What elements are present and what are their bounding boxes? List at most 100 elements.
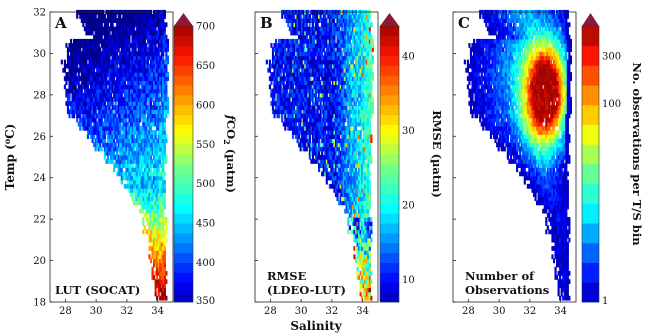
heatmap-cell — [339, 34, 342, 40]
heatmap-cell — [74, 59, 77, 65]
heatmap-cell — [157, 72, 160, 77]
heatmap-cell — [139, 154, 142, 160]
heatmap-cell — [350, 84, 353, 90]
heatmap-cell — [125, 163, 128, 168]
heatmap-cell — [293, 67, 296, 73]
heatmap-cell — [281, 109, 284, 115]
heatmap-cell — [354, 109, 358, 115]
heatmap-cell — [146, 142, 149, 148]
heatmap-cell — [311, 43, 315, 48]
heatmap-cell — [368, 88, 371, 94]
heatmap-cell — [358, 43, 361, 48]
heatmap-cell — [153, 208, 156, 214]
heatmap-cell — [128, 92, 131, 98]
heatmap-cell — [151, 121, 154, 127]
heatmap-cell — [322, 96, 325, 102]
heatmap-cell — [284, 105, 287, 110]
heatmap-cell — [316, 130, 319, 135]
heatmap-cell — [140, 38, 143, 44]
heatmap-cell — [137, 192, 140, 197]
heatmap-cell — [353, 200, 356, 206]
heatmap-cell — [361, 221, 364, 226]
heatmap-cell — [359, 200, 362, 206]
heatmap-cell — [291, 109, 295, 115]
heatmap-cell — [128, 146, 131, 152]
heatmap-cell — [358, 192, 361, 197]
heatmap-cell — [96, 43, 99, 48]
heatmap-cell — [354, 96, 358, 102]
heatmap-cell — [163, 250, 166, 255]
heatmap-cell — [160, 80, 163, 86]
heatmap-cell — [350, 171, 353, 177]
heatmap-cell — [367, 279, 370, 284]
heatmap-cell — [109, 138, 113, 144]
heatmap-cell — [117, 117, 120, 123]
heatmap-cell — [108, 109, 111, 115]
heatmap-cell — [148, 92, 151, 98]
heatmap-cell — [344, 47, 347, 52]
heatmap-cell — [79, 63, 82, 69]
heatmap-cell — [153, 154, 156, 160]
heatmap-cell — [119, 159, 122, 164]
heatmap-cell — [117, 88, 120, 94]
heatmap-cell — [142, 14, 145, 19]
heatmap-cell — [125, 134, 128, 139]
heatmap-cell — [134, 105, 137, 110]
heatmap-cell — [324, 55, 327, 61]
heatmap-cell — [109, 159, 113, 164]
heatmap-cell — [344, 105, 347, 110]
heatmap-cell — [288, 59, 291, 65]
heatmap-cell — [114, 154, 117, 160]
heatmap-cell — [66, 105, 70, 110]
heatmap-cell — [347, 92, 350, 98]
heatmap-cell — [146, 26, 149, 32]
heatmap-cell — [351, 134, 354, 139]
heatmap-cell — [80, 80, 83, 86]
heatmap-cell — [108, 142, 111, 148]
heatmap-cell — [131, 142, 134, 148]
heatmap-cell — [327, 34, 330, 40]
heatmap-cell — [83, 117, 86, 123]
heatmap-cell — [88, 63, 91, 69]
heatmap-cell — [154, 146, 157, 152]
heatmap-cell — [291, 47, 295, 52]
heatmap-cell — [157, 88, 160, 94]
heatmap-cell — [353, 179, 356, 185]
heatmap-cell — [139, 34, 142, 40]
heatmap-cell — [321, 121, 324, 127]
heatmap-cell — [296, 72, 299, 77]
heatmap-cell — [298, 43, 301, 48]
heatmap-cell — [109, 47, 113, 52]
heatmap-cell — [328, 113, 331, 119]
heatmap-cell — [160, 51, 163, 57]
heatmap-cell — [344, 96, 347, 102]
heatmap-cell — [314, 88, 318, 94]
heatmap-cell — [290, 96, 293, 102]
heatmap-cell — [347, 34, 350, 40]
colorbar-a — [174, 13, 193, 303]
heatmap-cell — [85, 47, 88, 52]
heatmap-cell — [153, 55, 156, 61]
heatmap-cell — [143, 125, 146, 131]
heatmap-cell — [103, 72, 106, 77]
heatmap-cell — [76, 80, 79, 86]
heatmap-cell — [338, 154, 341, 160]
heatmap-cell — [111, 117, 114, 123]
heatmap-cell — [330, 38, 333, 44]
heatmap-cell — [119, 51, 122, 57]
heatmap-cell — [153, 258, 156, 264]
heatmap-cell — [97, 88, 100, 94]
heatmap-cell — [93, 34, 96, 40]
heatmap-cell — [319, 43, 322, 48]
heatmap-cell — [291, 67, 295, 73]
heatmap-cell — [296, 59, 299, 65]
heatmap-cell — [333, 96, 336, 102]
heatmap-cell — [136, 154, 139, 160]
heatmap-cell — [344, 26, 347, 32]
heatmap-cell — [162, 84, 165, 90]
heatmap-cell — [368, 101, 371, 106]
heatmap-cell — [342, 196, 345, 202]
heatmap-cell — [99, 109, 102, 115]
heatmap-cell — [367, 270, 370, 276]
heatmap-cell — [339, 179, 342, 185]
